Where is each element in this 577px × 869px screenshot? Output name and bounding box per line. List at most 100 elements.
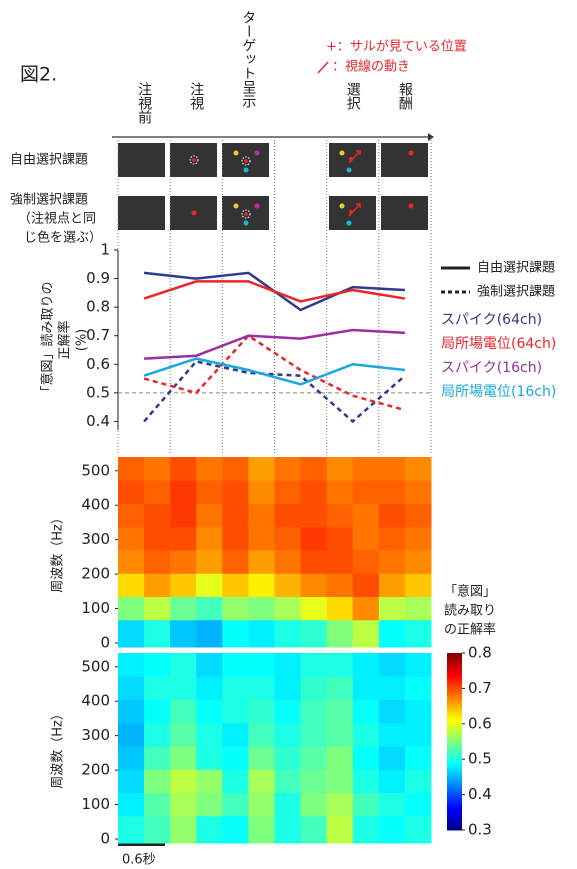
heatmap-cell xyxy=(248,526,275,551)
colorbar-gradient xyxy=(447,664,462,669)
heatmap-cell xyxy=(118,769,145,793)
colorbar-gradient xyxy=(447,803,462,807)
heatmap-cell xyxy=(248,722,275,747)
heatmap-cell xyxy=(222,792,249,817)
heatmap-cell xyxy=(300,746,328,770)
heatmap-cell xyxy=(300,503,328,528)
heatmap-cell xyxy=(170,503,197,528)
colorbar-label: の正解率 xyxy=(444,622,496,638)
heatmap-cell xyxy=(274,653,302,677)
heatmap-cell xyxy=(144,746,171,770)
heatmap-cell xyxy=(352,457,380,481)
heatmap-cell xyxy=(326,792,354,817)
heatmap-cell xyxy=(274,676,302,700)
heatmap-cell xyxy=(222,699,249,724)
legend-label: 局所場電位(16ch) xyxy=(441,384,556,400)
heatmap-cell xyxy=(352,596,380,621)
heatmap-cell xyxy=(300,596,328,621)
colorbar-gradient xyxy=(447,735,462,740)
heatmap-cell xyxy=(378,792,406,817)
heatmap-cell xyxy=(352,653,380,677)
heatmap-cell xyxy=(144,457,171,481)
heatmap-cell xyxy=(248,746,275,770)
heatmap-cell xyxy=(170,596,197,621)
heatmap-cell xyxy=(326,550,354,574)
heatmap-cell xyxy=(248,769,275,793)
y-axis-label: (%) xyxy=(75,329,90,352)
heatmap-cell xyxy=(248,699,275,724)
colorbar-gradient xyxy=(447,658,462,663)
colorbar-gradient xyxy=(447,685,462,689)
y-axis-label: 正解率 xyxy=(57,320,73,359)
heatmap-cell xyxy=(300,573,328,597)
heatmap-cell xyxy=(326,503,354,528)
heatmap-cell xyxy=(170,619,197,648)
figure-label: 図2. xyxy=(20,64,57,86)
scale-bar-label: 0.6秒 xyxy=(122,853,156,868)
heatmap-cell xyxy=(248,792,275,817)
heatmap-cell xyxy=(196,503,223,528)
heatmap-cell xyxy=(222,676,249,700)
heatmap-cell xyxy=(196,769,223,793)
heatmap-cell xyxy=(118,457,145,481)
heatmap-cell xyxy=(274,746,302,770)
colorbar-gradient xyxy=(447,694,462,698)
colorbar-gradient xyxy=(447,771,462,775)
heatmap-cell xyxy=(222,653,249,677)
heatmap-cell xyxy=(118,792,145,817)
y-tick-label: 0 xyxy=(100,634,110,652)
colorbar-tick-label: 0.8 xyxy=(468,644,492,662)
heatmap-cell xyxy=(378,526,406,551)
colorbar-gradient xyxy=(447,747,462,751)
colorbar-gradient xyxy=(447,791,462,796)
heatmap-cell xyxy=(274,480,302,504)
heatmap-cell xyxy=(300,619,328,648)
colorbar-gradient xyxy=(447,797,462,801)
heatmap-cell xyxy=(196,573,223,597)
heatmap-cell xyxy=(404,457,432,481)
heatmap-cell xyxy=(300,457,328,481)
colorbar-gradient xyxy=(447,729,462,734)
colorbar-gradient xyxy=(447,682,462,686)
heatmap-cell xyxy=(118,653,145,677)
y-tick-label: 500 xyxy=(81,657,110,675)
heatmap-cell xyxy=(118,699,145,724)
series-line xyxy=(144,328,405,360)
heatmap-cell xyxy=(326,676,354,700)
heatmap-cell xyxy=(378,769,406,793)
heatmap-cell xyxy=(378,573,406,597)
heatmap-cell xyxy=(118,596,145,621)
scale-bar xyxy=(118,843,165,846)
heatmap-cell xyxy=(248,457,275,481)
heatmap-cell xyxy=(378,699,406,724)
heatmap-cell xyxy=(404,699,432,724)
heatmap-cell xyxy=(378,676,406,700)
heatmap-cell xyxy=(274,573,302,597)
heatmap-cell xyxy=(196,526,223,551)
heatmap-cell xyxy=(352,792,380,817)
heatmap-cell xyxy=(352,503,380,528)
colorbar-gradient xyxy=(447,824,462,828)
row-label: じ色を選ぶ） xyxy=(24,230,102,246)
y-tick-label: 300 xyxy=(81,530,110,548)
heatmap-cell xyxy=(222,550,249,574)
series-line xyxy=(143,280,406,303)
heatmap-cell xyxy=(326,699,354,724)
heatmap-cell xyxy=(222,457,249,481)
colorbar-gradient xyxy=(447,812,462,816)
heatmap-cell xyxy=(170,792,197,817)
heatmap-cell xyxy=(118,746,145,770)
heatmap-cell xyxy=(300,792,328,817)
heatmap-cell xyxy=(118,676,145,700)
colorbar-gradient xyxy=(447,673,462,678)
legend-label: 強制選択課題 xyxy=(477,284,555,300)
colorbar-gradient xyxy=(447,794,462,799)
colorbar-gradient xyxy=(447,688,462,692)
colorbar-gradient xyxy=(447,765,462,769)
colorbar-gradient xyxy=(447,738,462,742)
colorbar-gradient xyxy=(447,712,462,716)
heatmap-cell xyxy=(274,503,302,528)
heatmap-cell xyxy=(144,699,171,724)
heatmap-cell xyxy=(326,769,354,793)
